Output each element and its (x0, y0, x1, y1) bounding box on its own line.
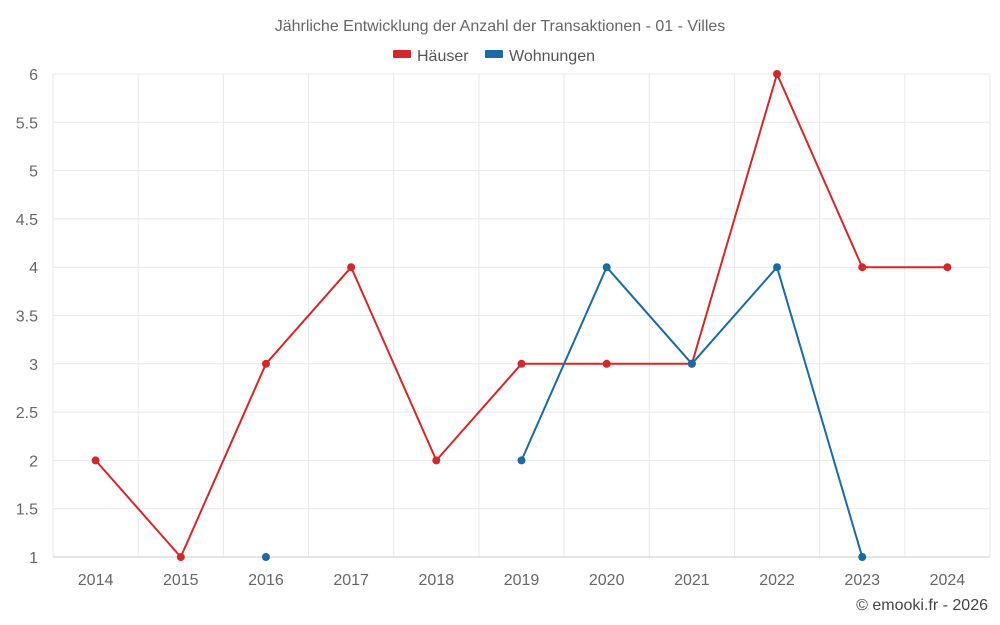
y-tick-label: 6 (29, 67, 38, 84)
x-tick-label: 2023 (844, 572, 880, 589)
x-tick-label: 2020 (589, 572, 625, 589)
x-tick-label: 2015 (163, 572, 199, 589)
legend-item-wohnungen[interactable]: Wohnungen (485, 48, 595, 65)
y-tick-label: 5 (29, 164, 38, 181)
data-point-haeuser[interactable] (432, 456, 441, 465)
data-point-haeuser[interactable] (517, 359, 526, 368)
y-tick-label: 3 (29, 357, 38, 374)
data-point-wohnungen[interactable] (517, 456, 526, 465)
y-tick-label: 2 (29, 453, 38, 470)
x-tick-label: 2024 (930, 572, 966, 589)
legend-item-haeuser[interactable]: Häuser (393, 48, 469, 65)
y-tick-label: 1.5 (16, 502, 38, 519)
y-tick-label: 1 (29, 550, 38, 567)
chart-title: Jährliche Entwicklung der Anzahl der Tra… (275, 18, 726, 35)
x-tick-label: 2019 (504, 572, 540, 589)
data-point-haeuser[interactable] (773, 70, 782, 78)
y-tick-label: 3.5 (16, 309, 38, 326)
data-point-haeuser[interactable] (347, 263, 356, 272)
y-axis: 1 1.5 2 2.5 3 3.5 4 4.5 5 5.5 6 (16, 67, 38, 567)
legend-swatch-wohnungen (485, 50, 503, 58)
x-tick-label: 2016 (248, 572, 284, 589)
legend-label-wohnungen: Wohnungen (509, 48, 595, 65)
x-axis: 2014 2015 2016 2017 2018 2019 2020 2021 2022 2023… (53, 556, 990, 589)
credit-text: © emooki.fr - 2026 (856, 597, 988, 614)
data-point-haeuser[interactable] (176, 553, 185, 561)
legend-label-haeuser: Häuser (417, 48, 469, 65)
x-tick-label: 2021 (674, 572, 710, 589)
y-tick-label: 4.5 (16, 212, 38, 229)
x-tick-label: 2014 (78, 572, 114, 589)
data-point-wohnungen[interactable] (687, 359, 696, 368)
series-layer (91, 70, 952, 561)
x-tick-label: 2022 (759, 572, 795, 589)
y-tick-label: 4 (29, 260, 38, 277)
grid (52, 73, 991, 558)
data-point-wohnungen[interactable] (773, 263, 782, 272)
x-tick-label: 2017 (333, 572, 369, 589)
legend: Häuser Wohnungen (393, 48, 595, 65)
legend-swatch-haeuser (393, 50, 411, 58)
data-point-wohnungen[interactable] (602, 263, 611, 272)
x-tick-label: 2018 (419, 572, 455, 589)
data-point-haeuser[interactable] (602, 359, 611, 368)
data-point-haeuser[interactable] (943, 263, 952, 272)
y-tick-label: 2.5 (16, 405, 38, 422)
y-tick-label: 5.5 (16, 115, 38, 132)
data-point-wohnungen[interactable] (858, 553, 867, 561)
data-point-haeuser[interactable] (858, 263, 867, 272)
data-point-haeuser[interactable] (261, 359, 270, 368)
data-point-haeuser[interactable] (91, 456, 100, 465)
data-point-wohnungen[interactable] (261, 553, 270, 561)
